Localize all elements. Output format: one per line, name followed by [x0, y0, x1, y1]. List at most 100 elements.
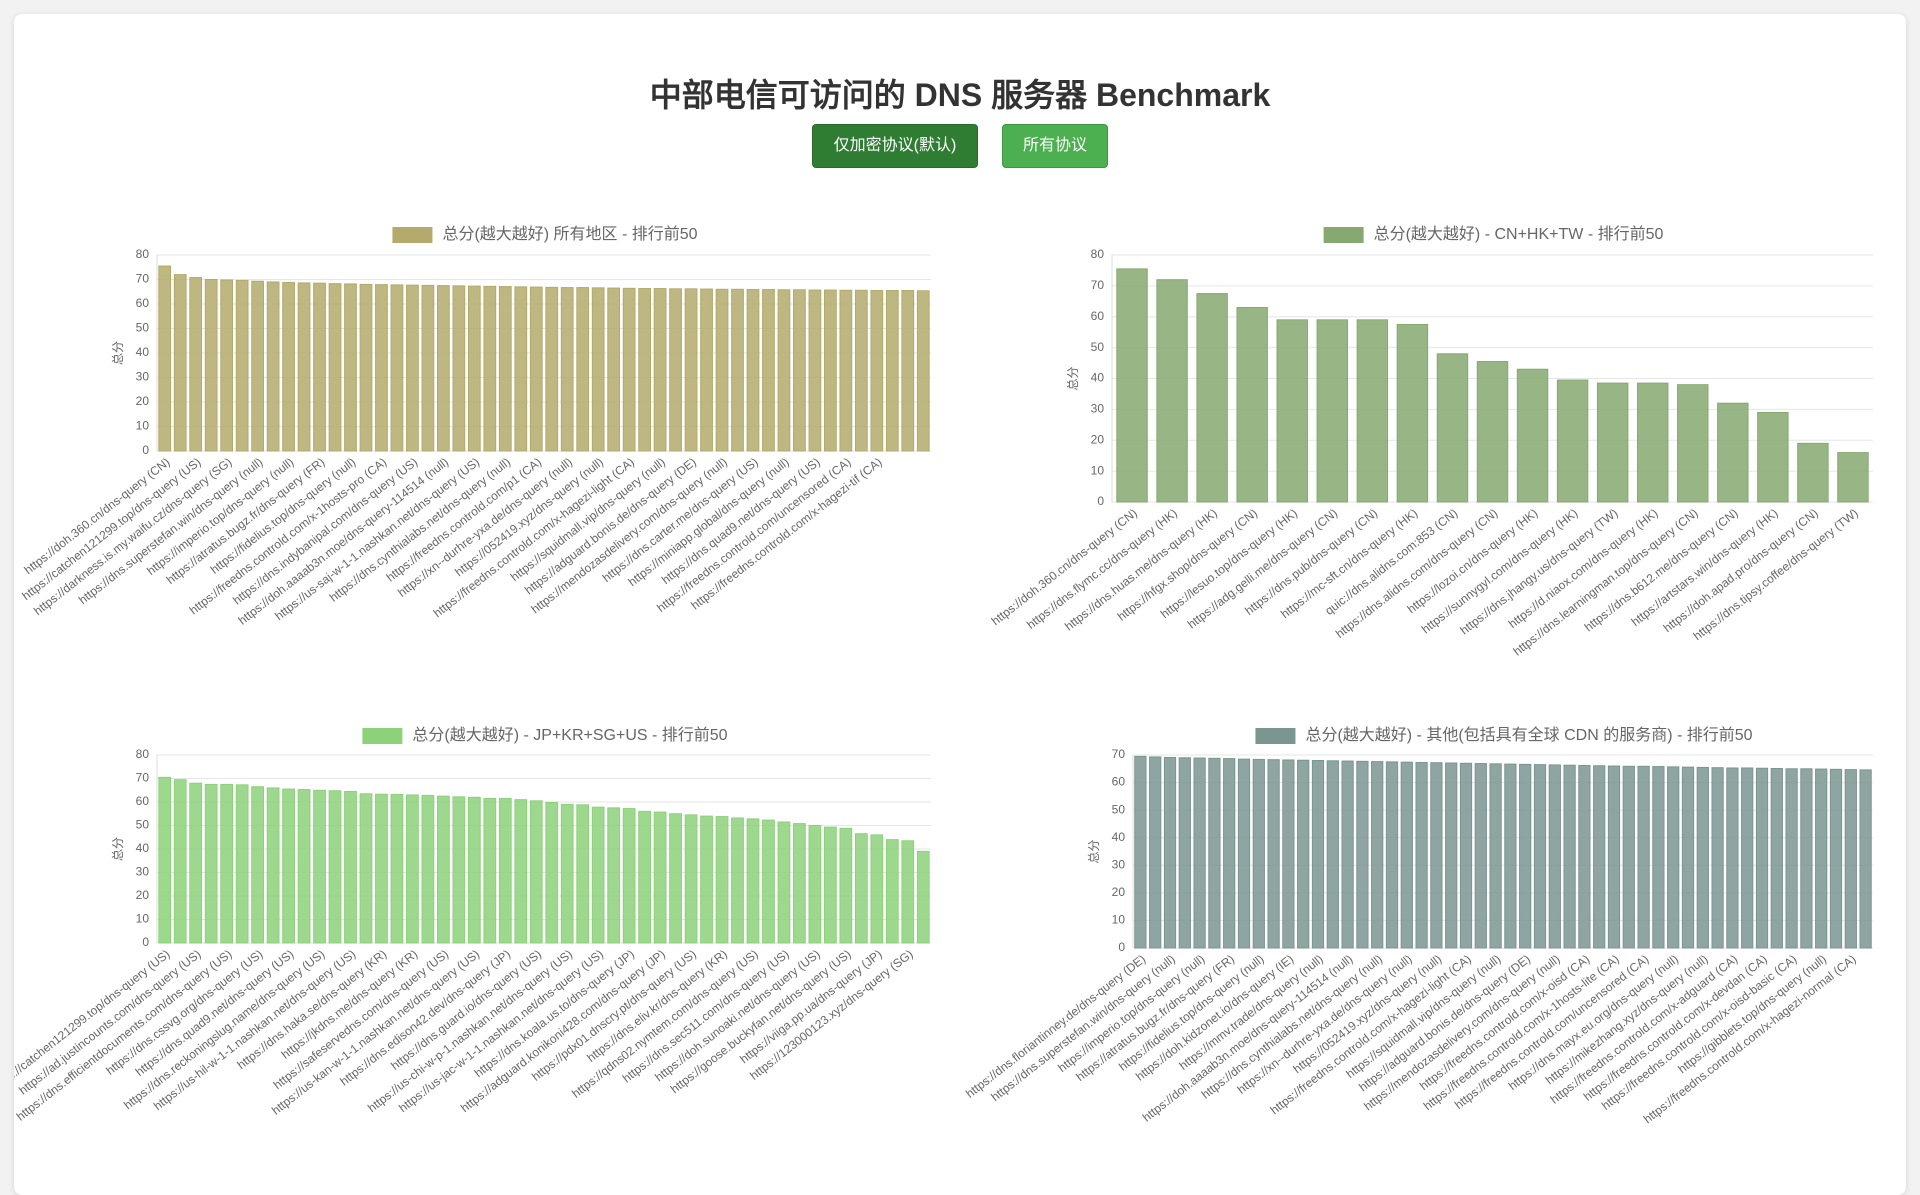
bar [1548, 764, 1561, 949]
bar [1578, 764, 1591, 949]
bar [514, 286, 528, 452]
bar [1622, 765, 1635, 949]
filter-button[interactable]: 仅加密协议(默认) [812, 124, 978, 168]
bar [839, 289, 853, 452]
bar [1593, 765, 1606, 949]
bar [870, 290, 884, 452]
bar [1556, 379, 1589, 503]
bar [777, 289, 791, 452]
bar [916, 850, 930, 944]
bar [545, 801, 559, 944]
bar [1208, 757, 1221, 949]
y-tick-label: 40 [1112, 830, 1126, 844]
bar [1193, 757, 1206, 949]
bar [1476, 361, 1509, 503]
bar [313, 789, 326, 944]
bar [885, 290, 899, 452]
bar [297, 789, 311, 944]
bar [421, 794, 435, 944]
bar [1196, 293, 1228, 503]
y-axis-label: 总分 [1066, 366, 1080, 390]
bar [1311, 760, 1325, 949]
bar [189, 782, 203, 944]
bar [514, 799, 528, 944]
bar [545, 286, 559, 452]
bar [700, 288, 713, 452]
legend-swatch [392, 227, 433, 243]
x-tick-label: https://dns.efficientdocuments.com/dns-q… [14, 947, 234, 1124]
bar [1696, 766, 1709, 949]
y-tick-label: 70 [1091, 278, 1105, 292]
bar [1436, 353, 1469, 503]
bar [251, 786, 265, 944]
bar [436, 795, 450, 944]
bar [1533, 764, 1547, 949]
bar [498, 797, 512, 944]
bar [359, 283, 373, 452]
bar [885, 839, 899, 944]
bar [1859, 769, 1872, 949]
bar [1815, 768, 1828, 949]
legend-label: 总分(越大越好) 所有地区 - 排行前50 [442, 225, 697, 243]
bar [1149, 756, 1162, 949]
bar [452, 796, 466, 944]
bar [684, 288, 698, 452]
bar [467, 285, 481, 452]
bar [1596, 382, 1629, 503]
legend-label: 总分(越大越好) - CN+HK+TW - 排行前50 [1374, 225, 1664, 243]
bar [854, 833, 868, 944]
y-tick-label: 50 [1091, 340, 1105, 354]
bar [1711, 767, 1724, 949]
y-tick-label: 0 [142, 443, 149, 457]
y-tick-label: 80 [1091, 247, 1105, 261]
bar [1267, 759, 1280, 949]
bar [793, 823, 806, 944]
bar [1400, 761, 1413, 949]
x-tick-label: https://dns.learningman.top/dns-query (C… [1511, 506, 1701, 659]
bar [622, 287, 636, 452]
bar [823, 826, 837, 944]
bar [1326, 760, 1339, 949]
bar [220, 279, 234, 452]
filter-button[interactable]: 所有协议 [1002, 124, 1108, 168]
bar [220, 783, 234, 944]
bar [1563, 764, 1576, 949]
bar [762, 819, 775, 944]
bar [282, 281, 295, 452]
y-tick-label: 10 [1112, 913, 1126, 927]
y-tick-label: 30 [1091, 402, 1105, 416]
bar [1282, 759, 1295, 949]
bar [1757, 411, 1789, 503]
y-tick-label: 80 [136, 247, 150, 261]
bar [1178, 757, 1191, 949]
bar [173, 779, 187, 944]
bar [204, 279, 218, 452]
bar [591, 287, 605, 452]
bar [406, 794, 419, 944]
bar [375, 793, 388, 944]
bar [1223, 758, 1236, 949]
bar [1717, 402, 1749, 503]
bar [204, 783, 218, 944]
y-tick-label: 60 [1091, 309, 1105, 323]
y-tick-label: 50 [136, 818, 150, 832]
bar [854, 289, 868, 452]
bar [1489, 763, 1502, 949]
bar [328, 790, 342, 944]
bar [808, 289, 822, 452]
bar [1837, 452, 1869, 503]
y-tick-label: 20 [136, 394, 150, 408]
bar [452, 285, 466, 452]
bar [467, 796, 481, 944]
bar [560, 287, 574, 452]
y-tick-label: 50 [1112, 802, 1126, 816]
bar [638, 288, 652, 452]
bar [1800, 768, 1813, 949]
bar [793, 289, 806, 452]
bar [1156, 279, 1188, 503]
bar [839, 827, 853, 944]
y-tick-label: 20 [1091, 432, 1105, 446]
bar [1741, 767, 1754, 949]
bar [1504, 763, 1517, 949]
y-tick-label: 10 [136, 912, 150, 926]
